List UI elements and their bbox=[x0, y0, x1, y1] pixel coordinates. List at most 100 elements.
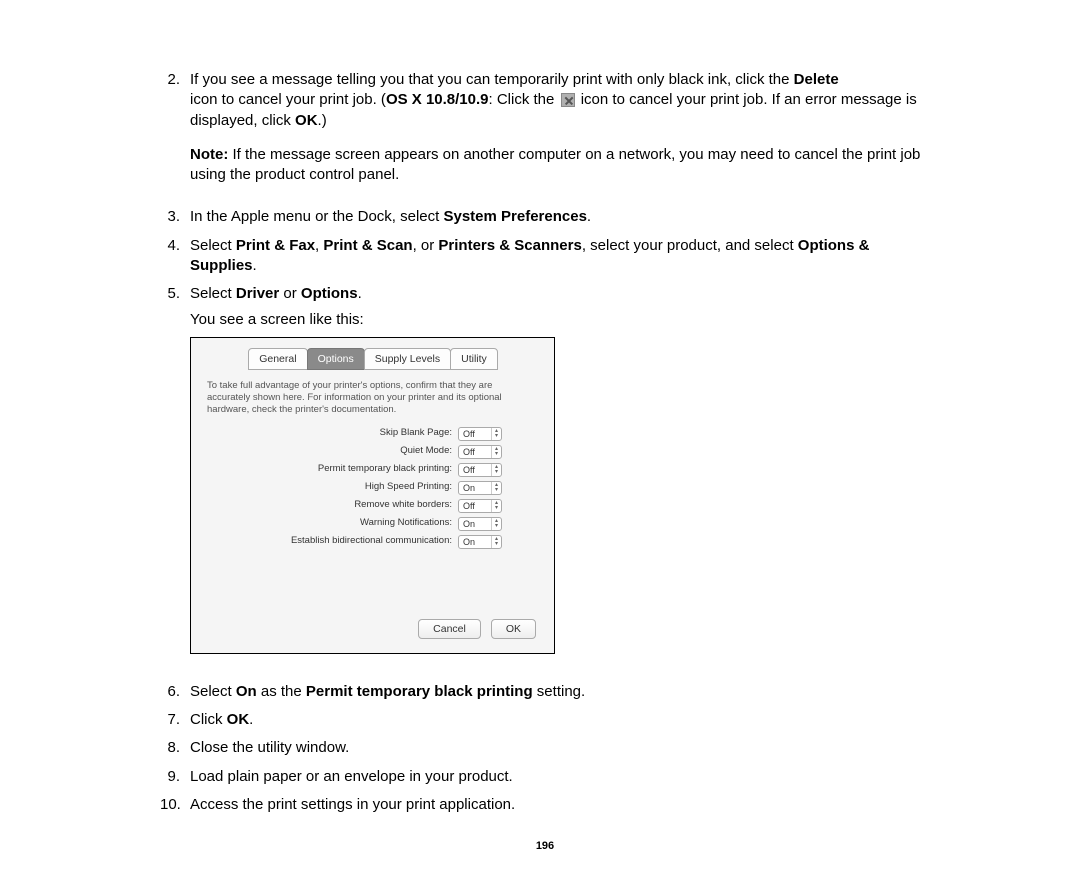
tab-general[interactable]: General bbox=[248, 348, 307, 370]
text: Click bbox=[190, 711, 227, 728]
step-number: 5. bbox=[160, 284, 190, 674]
step-body: Select On as the Permit temporary black … bbox=[190, 682, 930, 702]
tab-options[interactable]: Options bbox=[307, 348, 365, 370]
text: , select your product, and select bbox=[582, 237, 798, 254]
step-5-follow: You see a screen like this: bbox=[190, 310, 930, 330]
step-5: 5. Select Driver or Options. You see a s… bbox=[160, 284, 930, 674]
select-value: Off bbox=[463, 500, 475, 512]
step-number: 8. bbox=[160, 738, 190, 758]
text: . bbox=[249, 711, 253, 728]
page-number: 196 bbox=[160, 839, 930, 854]
step-number: 10. bbox=[160, 795, 190, 815]
tab-supply-levels[interactable]: Supply Levels bbox=[364, 348, 451, 370]
close-icon bbox=[561, 93, 575, 107]
dialog-button-row: Cancel OK bbox=[203, 619, 542, 639]
text: If you see a message telling you that yo… bbox=[190, 71, 794, 88]
step-2-note: Note: If the message screen appears on a… bbox=[190, 145, 930, 186]
select-high-speed-printing[interactable]: On ▴▾ bbox=[458, 481, 502, 495]
row-label: Quiet Mode: bbox=[203, 445, 452, 458]
system-preferences-label: System Preferences bbox=[443, 208, 586, 225]
options-label: Options bbox=[301, 285, 358, 302]
row-warning-notifications: Warning Notifications: On▴▾ bbox=[203, 517, 502, 531]
print-scan-label: Print & Scan bbox=[323, 237, 412, 254]
text: Select bbox=[190, 683, 236, 700]
step-10: 10. Access the print settings in your pr… bbox=[160, 795, 930, 815]
dialog-screenshot: General Options Supply Levels Utility To… bbox=[190, 337, 930, 654]
row-label: Permit temporary black printing: bbox=[203, 463, 452, 476]
permit-black-printing-label: Permit temporary black printing bbox=[306, 683, 533, 700]
step-8: 8. Close the utility window. bbox=[160, 738, 930, 758]
row-label: Warning Notifications: bbox=[203, 517, 452, 530]
step-9: 9. Load plain paper or an envelope in yo… bbox=[160, 767, 930, 787]
select-value: Off bbox=[463, 428, 475, 440]
stepper-icon: ▴▾ bbox=[491, 464, 501, 476]
dialog-instructions: To take full advantage of your printer's… bbox=[203, 380, 542, 417]
text: .) bbox=[318, 112, 327, 129]
ok-button[interactable]: OK bbox=[491, 619, 536, 639]
text: icon to cancel your print job. ( bbox=[190, 91, 386, 108]
step-number: 7. bbox=[160, 710, 190, 730]
step-body: Click OK. bbox=[190, 710, 930, 730]
driver-label: Driver bbox=[236, 285, 279, 302]
note-body: If the message screen appears on another… bbox=[190, 146, 920, 183]
step-6: 6. Select On as the Permit temporary bla… bbox=[160, 682, 930, 702]
select-bidirectional-communication[interactable]: On ▴▾ bbox=[458, 535, 502, 549]
stepper-icon: ▴▾ bbox=[491, 536, 501, 548]
step-body: In the Apple menu or the Dock, select Sy… bbox=[190, 207, 930, 227]
note-label: Note: bbox=[190, 146, 228, 163]
select-remove-white-borders[interactable]: Off ▴▾ bbox=[458, 499, 502, 513]
text: setting. bbox=[533, 683, 586, 700]
select-value: On bbox=[463, 482, 475, 494]
row-skip-blank-page: Skip Blank Page: Off ▴▾ bbox=[203, 427, 502, 441]
on-label: On bbox=[236, 683, 257, 700]
step-body: Load plain paper or an envelope in your … bbox=[190, 767, 930, 787]
row-high-speed-printing: High Speed Printing: On ▴▾ bbox=[203, 481, 502, 495]
select-value: Off bbox=[463, 446, 475, 458]
stepper-icon: ▴▾ bbox=[491, 446, 501, 458]
tab-utility[interactable]: Utility bbox=[450, 348, 498, 370]
stepper-icon: ▴▾ bbox=[491, 428, 501, 440]
text: as the bbox=[257, 683, 306, 700]
step-body: Access the print settings in your print … bbox=[190, 795, 930, 815]
select-value: Off bbox=[463, 464, 475, 476]
step-2-para-2: icon to cancel your print job. (OS X 10.… bbox=[190, 90, 930, 131]
step-number: 6. bbox=[160, 682, 190, 702]
ok-label: OK bbox=[227, 711, 250, 728]
row-quiet-mode: Quiet Mode: Off ▴▾ bbox=[203, 445, 502, 459]
step-number: 4. bbox=[160, 236, 190, 277]
delete-label: Delete bbox=[794, 71, 839, 88]
step-number: 3. bbox=[160, 207, 190, 227]
step-2: 2. If you see a message telling you that… bbox=[160, 70, 930, 199]
text: Select bbox=[190, 285, 236, 302]
dialog-tabs: General Options Supply Levels Utility bbox=[203, 348, 542, 370]
text: . bbox=[587, 208, 591, 225]
row-label: Skip Blank Page: bbox=[203, 427, 452, 440]
select-warning-notifications[interactable]: On▴▾ bbox=[458, 517, 502, 531]
stepper-icon: ▴▾ bbox=[491, 482, 501, 494]
row-bidirectional-communication: Establish bidirectional communication: O… bbox=[203, 535, 502, 549]
select-value: On bbox=[463, 518, 475, 530]
step-2-para-1: If you see a message telling you that yo… bbox=[190, 70, 930, 90]
select-skip-blank-page[interactable]: Off ▴▾ bbox=[458, 427, 502, 441]
select-value: On bbox=[463, 536, 475, 548]
text: Select bbox=[190, 237, 236, 254]
step-body: Select Driver or Options. You see a scre… bbox=[190, 284, 930, 674]
text: . bbox=[358, 285, 362, 302]
row-label: High Speed Printing: bbox=[203, 481, 452, 494]
step-number: 2. bbox=[160, 70, 190, 199]
os-version: OS X 10.8/10.9 bbox=[386, 91, 489, 108]
cancel-button[interactable]: Cancel bbox=[418, 619, 481, 639]
printers-scanners-label: Printers & Scanners bbox=[438, 237, 581, 254]
text: , or bbox=[413, 237, 439, 254]
stepper-icon: ▴▾ bbox=[491, 500, 501, 512]
text: or bbox=[279, 285, 301, 302]
row-remove-white-borders: Remove white borders: Off▴▾ bbox=[203, 499, 502, 513]
text: In the Apple menu or the Dock, select bbox=[190, 208, 443, 225]
select-quiet-mode[interactable]: Off ▴▾ bbox=[458, 445, 502, 459]
select-permit-black-printing[interactable]: Off ▴▾ bbox=[458, 463, 502, 477]
document-page: 2. If you see a message telling you that… bbox=[0, 0, 1080, 874]
step-3: 3. In the Apple menu or the Dock, select… bbox=[160, 207, 930, 227]
step-body: Close the utility window. bbox=[190, 738, 930, 758]
ok-label: OK bbox=[295, 112, 318, 129]
text: : Click the bbox=[489, 91, 559, 108]
